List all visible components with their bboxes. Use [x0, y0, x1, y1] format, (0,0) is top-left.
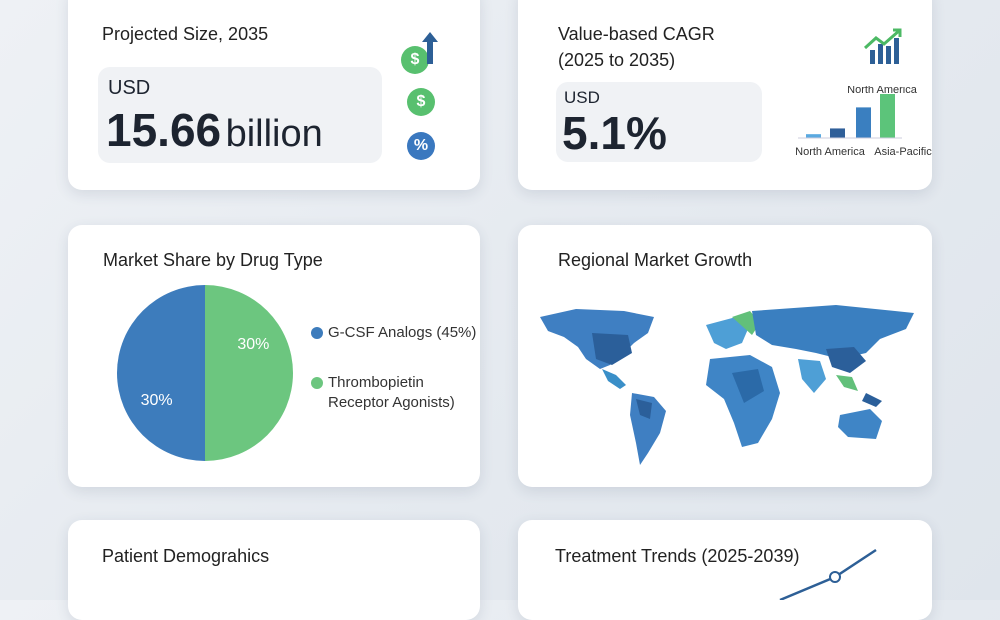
legend-label: G-CSF Analogs (45%): [328, 324, 477, 341]
currency: USD: [564, 88, 600, 107]
pie-slice: [117, 285, 205, 461]
trend-line: [779, 548, 877, 600]
card-title: Treatment Trends (2025-2039): [555, 546, 800, 566]
map-card: Regional Market Growth: [518, 225, 932, 487]
value-box: USD 15.66 billion: [98, 67, 382, 163]
legend-swatch: [311, 327, 323, 339]
card-title: Patient Demograhics: [102, 546, 270, 566]
drug-type-card: Market Share by Drug Type 30% 30% G-CSF An…: [68, 225, 480, 487]
bar: [806, 134, 821, 138]
card-title: Value-based CAGR: [558, 24, 715, 44]
pie-chart: 30% 30% G-CSF Analogs (45%) Thrombopietin R…: [117, 285, 477, 461]
card-title: Projected Size, 2035: [102, 24, 269, 44]
dollar-icon: $: [401, 46, 429, 74]
legend-entry: Thrombopietin Receptor Agonists): [328, 374, 455, 411]
world-map: [540, 305, 914, 465]
bar: [856, 107, 871, 138]
bar: [880, 94, 895, 138]
growth-icon: [863, 28, 902, 64]
dashboard: Projected Size, 2035 USD 15.66 billion $…: [0, 0, 1000, 600]
unit: billion: [225, 113, 323, 155]
trends-card: Treatment Trends (2025-2039): [518, 520, 932, 620]
slice-label: 30%: [141, 392, 173, 409]
value-box: USD 5.1%: [556, 82, 762, 162]
demographics-card: Patient Demograhics: [68, 520, 480, 620]
bar-label: North America: [795, 146, 866, 158]
legend-entry: G-CSF Analogs (45%): [328, 324, 477, 341]
value: 15.66 billion: [106, 103, 323, 157]
legend-label: Thrombopietin Receptor Agonists): [328, 374, 455, 411]
card-subtitle: (2025 to 2035): [558, 50, 676, 70]
up-arrow: [422, 32, 438, 64]
bar: [830, 128, 845, 138]
bar-top-label: North America: [847, 86, 918, 96]
amount: 15.66: [106, 104, 222, 156]
projected-card: Projected Size, 2035 USD 15.66 billion $…: [68, 0, 480, 190]
cagr-card: Value-based CAGR (2025 to 2035) USD 5.1%…: [518, 0, 932, 190]
mini-bar-chart: North America North America Asia-Pacific: [795, 86, 932, 158]
currency: USD: [108, 77, 151, 99]
legend-swatch: [311, 377, 323, 389]
rate: 5.1%: [562, 107, 667, 159]
card-title: Regional Market Growth: [558, 250, 753, 270]
bar-label: Asia-Pacific: [874, 146, 932, 158]
dollar-icon: $: [407, 88, 435, 116]
pie-slice: [205, 285, 293, 461]
card-title: Market Share by Drug Type: [103, 250, 323, 270]
percent-icon: %: [407, 132, 435, 160]
slice-label: 30%: [237, 336, 269, 353]
